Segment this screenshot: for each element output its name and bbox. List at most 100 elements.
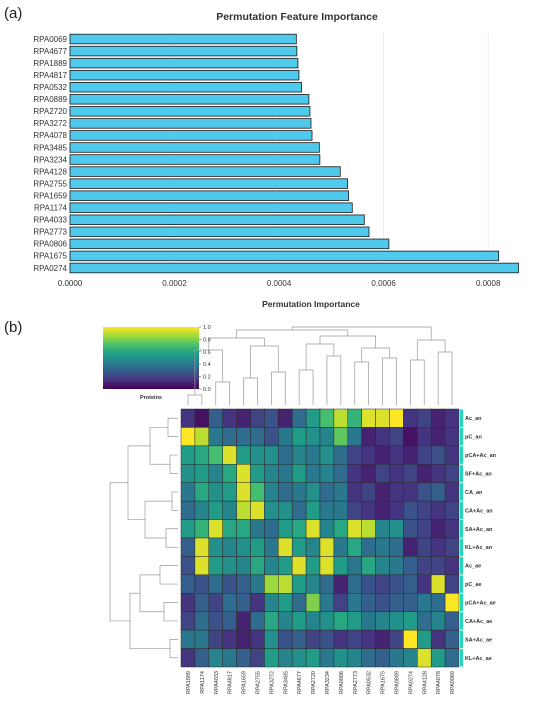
heatmap-cell bbox=[347, 445, 362, 465]
heatmap-cell bbox=[291, 537, 307, 557]
bar-category-label: RPA0532 bbox=[33, 83, 67, 92]
heatmap-cell bbox=[444, 464, 460, 483]
dendrogram-branch bbox=[144, 500, 172, 539]
heatmap-row-label: CA+Ac_an bbox=[465, 508, 493, 514]
heatmap-cell bbox=[417, 537, 432, 557]
heatmap-cell bbox=[361, 427, 376, 447]
bar-RPA3485 bbox=[69, 142, 320, 153]
heatmap-cell bbox=[444, 445, 460, 465]
heatmap-cell bbox=[403, 593, 418, 612]
heatmap-cell bbox=[417, 519, 432, 539]
column-dendrogram bbox=[187, 326, 453, 405]
heatmap-cell bbox=[278, 427, 293, 447]
colorbar-tick-label: 1.0 bbox=[203, 325, 211, 331]
heatmap-cell bbox=[347, 464, 362, 483]
dendrogram-branch bbox=[159, 565, 178, 585]
heatmap-cell bbox=[180, 556, 196, 576]
bar-chart: Permutation Feature Importance RPA0069RP… bbox=[33, 11, 519, 309]
bar-category-label: RPA4677 bbox=[33, 47, 67, 56]
heatmap-cell bbox=[180, 593, 196, 612]
heatmap-cell bbox=[361, 500, 376, 520]
dendrogram-branch bbox=[169, 454, 178, 474]
panel-a-label: (a) bbox=[4, 5, 22, 22]
dendrogram-branch bbox=[163, 602, 178, 622]
heatmap-cell bbox=[250, 593, 265, 612]
bar-category-label: RPA3272 bbox=[33, 119, 67, 128]
panel-b-label: (b) bbox=[4, 319, 22, 336]
dendrogram-branch bbox=[382, 357, 397, 405]
heatmap-cell bbox=[264, 537, 279, 557]
bar-RPA2773 bbox=[69, 226, 370, 238]
heatmap-cell bbox=[278, 408, 293, 428]
heatmap-cell bbox=[236, 445, 251, 465]
heatmap-cell bbox=[236, 500, 251, 520]
dendrogram-branch bbox=[437, 351, 453, 405]
heatmap-cell bbox=[208, 574, 223, 594]
heatmap-cell bbox=[250, 500, 265, 520]
bar-RPA4033 bbox=[69, 214, 365, 225]
heatmap-cell bbox=[417, 445, 432, 465]
bar-category-label: RPA4128 bbox=[33, 167, 67, 176]
heatmap-cell bbox=[291, 482, 307, 502]
heatmap-row-label: CA_an bbox=[465, 490, 483, 496]
heatmap-cell bbox=[222, 427, 237, 447]
colorbar-tick-label: 0.2 bbox=[203, 375, 211, 381]
bar-RPA0532 bbox=[69, 82, 302, 93]
dendrogram-branch bbox=[127, 445, 150, 520]
heatmap-cell bbox=[264, 611, 279, 631]
heatmap-cell bbox=[291, 408, 307, 428]
heatmap-column-label: RPA2720 bbox=[311, 671, 317, 694]
heatmap-cell bbox=[180, 427, 196, 447]
heatmap-cell bbox=[333, 593, 349, 612]
heatmap-cell bbox=[180, 574, 196, 594]
heatmap-cell bbox=[389, 519, 404, 539]
heatmap-cell bbox=[194, 408, 210, 428]
heatmap-cell bbox=[403, 464, 418, 483]
heatmap-cell bbox=[264, 593, 279, 612]
colorbar-tick-label: 0.4 bbox=[203, 362, 211, 368]
heatmap-row-labels: Ac_an pC_an pCA+Ac_an SF+Ac_an CA_an CA+Ac_an… bbox=[465, 416, 497, 662]
heatmap-cell bbox=[222, 648, 237, 668]
heatmap-cell bbox=[305, 611, 321, 631]
heatmap-cell bbox=[403, 648, 418, 668]
dendrogram-branch bbox=[165, 528, 178, 548]
heatmap-row-label: Ac_ae bbox=[465, 564, 481, 570]
heatmap-cell bbox=[319, 537, 335, 557]
bar-RPA0274 bbox=[69, 262, 519, 274]
heatmap-cell bbox=[236, 482, 251, 502]
bar-category-label: RPA4078 bbox=[33, 131, 67, 140]
heatmap-cell bbox=[291, 611, 307, 631]
heatmap-column-label: RPA3485 bbox=[283, 671, 289, 694]
dendrogram-branch bbox=[291, 326, 432, 340]
row-side-color bbox=[460, 464, 463, 483]
heatmap-row-label: pC_ae bbox=[465, 582, 482, 588]
heatmap-row-label: pCA+Ac_an bbox=[465, 453, 497, 459]
heatmap-cell bbox=[264, 464, 279, 483]
heatmap-cell bbox=[430, 519, 446, 539]
heatmap-cell bbox=[194, 445, 210, 465]
heatmap-cell bbox=[305, 574, 321, 594]
heatmap-cell bbox=[417, 593, 432, 612]
dendrogram-branch bbox=[305, 343, 335, 370]
bar-x-tick-label: 0.0004 bbox=[267, 279, 292, 288]
heatmap-cell bbox=[180, 537, 196, 557]
dendrogram-branch bbox=[208, 337, 265, 350]
heatmap-column-label: RPA0274 bbox=[408, 671, 414, 694]
heatmap-cell bbox=[305, 427, 321, 447]
heatmap-cell bbox=[361, 593, 376, 612]
heatmap-cell bbox=[319, 629, 335, 649]
heatmap-cell bbox=[250, 537, 265, 557]
bar-category-label: RPA2720 bbox=[33, 107, 67, 116]
heatmap-cell bbox=[361, 629, 376, 649]
heatmap-cell bbox=[347, 611, 362, 631]
heatmap-row-label: Ac_an bbox=[465, 416, 482, 422]
heatmap-row-label: pC_an bbox=[465, 435, 482, 441]
bar-RPA4128 bbox=[69, 166, 341, 177]
heatmap-cell bbox=[180, 408, 196, 428]
heatmap-cell bbox=[180, 629, 196, 649]
bar-x-tick-label: 0.0008 bbox=[476, 279, 501, 288]
heatmap-cell bbox=[444, 537, 460, 557]
heatmap-column-label: RPA4078 bbox=[436, 671, 442, 694]
heatmap-cell bbox=[361, 482, 376, 502]
